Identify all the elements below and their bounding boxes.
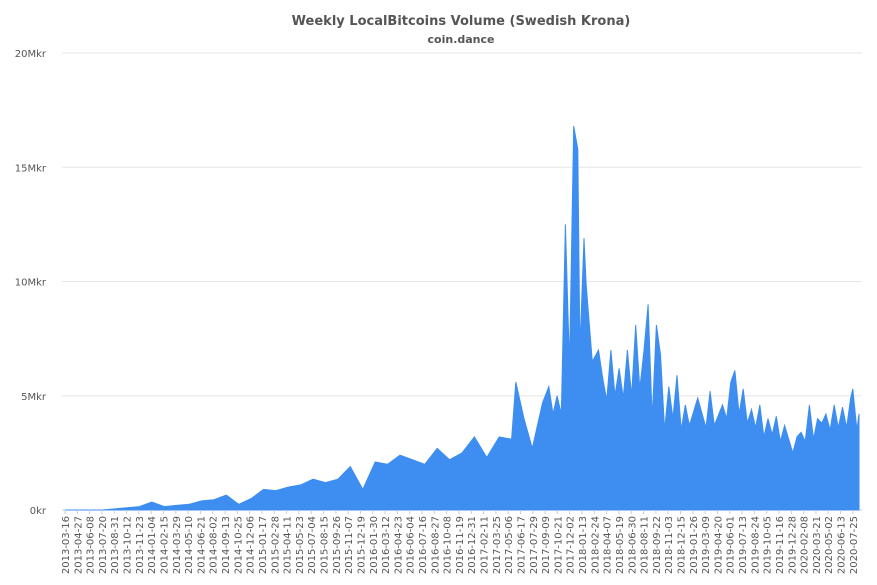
x-tick-label: 2015-11-07 [344, 516, 355, 574]
x-tick-label: 2013-08-31 [110, 516, 121, 574]
x-tick-label: 2014-01-04 [147, 516, 158, 574]
x-tick-label: 2017-09-09 [541, 516, 552, 574]
y-tick-label: 5Mkr [21, 392, 47, 403]
y-tick-label: 15Mkr [15, 163, 47, 174]
x-tick-label: 2013-10-12 [123, 516, 134, 574]
x-tick-label: 2016-07-16 [418, 516, 429, 574]
x-tick-label: 2016-12-31 [467, 516, 478, 574]
x-tick-label: 2019-04-20 [713, 516, 724, 574]
x-tick-label: 2017-03-25 [492, 516, 503, 574]
x-tick-label: 2018-12-15 [677, 516, 688, 574]
x-tick-label: 2018-06-30 [627, 516, 638, 574]
x-tick-label: 2016-01-30 [369, 516, 380, 574]
x-tick-label: 2019-06-01 [726, 516, 737, 574]
x-tick-label: 2016-03-12 [381, 516, 392, 574]
x-tick-label: 2019-01-26 [689, 516, 700, 574]
x-tick-label: 2014-12-06 [246, 516, 257, 574]
x-tick-label: 2020-07-25 [849, 516, 860, 574]
y-tick-label: 10Mkr [15, 278, 47, 289]
x-tick-label: 2017-10-21 [553, 516, 564, 574]
x-tick-label: 2018-08-11 [640, 516, 651, 574]
x-tick-label: 2018-02-24 [590, 516, 601, 574]
x-tick-label: 2013-03-16 [61, 516, 72, 574]
x-tick-label: 2014-10-25 [233, 516, 244, 574]
x-tick-label: 2017-06-17 [517, 516, 528, 574]
chart-subtitle: coin.dance [427, 33, 495, 46]
x-tick-label: 2020-06-13 [837, 516, 848, 574]
x-tick-label: 2014-06-21 [196, 516, 207, 574]
x-tick-label: 2013-06-08 [86, 516, 97, 574]
x-tick-label: 2020-05-02 [824, 516, 835, 574]
x-tick-label: 2015-05-23 [295, 516, 306, 574]
y-tick-label: 20Mkr [15, 49, 47, 60]
x-tick-label: 2016-04-23 [393, 516, 404, 574]
x-tick-label: 2017-07-29 [529, 516, 540, 574]
x-tick-label: 2016-11-19 [455, 516, 466, 574]
x-tick-label: 2015-12-19 [356, 516, 367, 574]
x-tick-label: 2018-04-07 [603, 516, 614, 574]
volume-area-series [65, 126, 860, 511]
x-tick-label: 2017-12-02 [566, 516, 577, 574]
x-tick-label: 2015-09-26 [332, 516, 343, 574]
x-tick-label: 2015-07-04 [307, 516, 318, 574]
x-tick-label: 2019-11-16 [775, 516, 786, 574]
x-tick-label: 2014-02-15 [160, 516, 171, 574]
x-tick-label: 2019-07-13 [738, 516, 749, 574]
x-tick-label: 2015-04-11 [283, 516, 294, 574]
x-tick-label: 2019-08-24 [750, 516, 761, 574]
x-tick-label: 2018-11-03 [664, 516, 675, 574]
x-tick-label: 2020-02-08 [800, 516, 811, 574]
x-tick-label: 2013-11-23 [135, 516, 146, 574]
x-tick-label: 2019-10-05 [763, 516, 774, 574]
x-tick-label: 2014-08-02 [209, 516, 220, 574]
chart-title: Weekly LocalBitcoins Volume (Swedish Kro… [291, 14, 631, 29]
x-tick-label: 2018-01-13 [578, 516, 589, 574]
y-tick-label: 0kr [30, 506, 47, 517]
x-tick-label: 2016-10-08 [443, 516, 454, 574]
x-tick-label: 2013-04-27 [73, 516, 84, 574]
x-tick-label: 2017-05-06 [504, 516, 515, 574]
x-tick-label: 2014-05-10 [184, 516, 195, 574]
x-tick-label: 2017-02-11 [480, 516, 491, 574]
x-tick-label: 2019-12-28 [787, 516, 798, 574]
x-tick-label: 2018-09-22 [652, 516, 663, 574]
x-tick-label: 2020-03-21 [812, 516, 823, 574]
x-tick-label: 2013-07-20 [98, 516, 109, 574]
x-tick-label: 2015-08-15 [320, 516, 331, 574]
x-tick-label: 2019-03-09 [701, 516, 712, 574]
x-tick-label: 2016-06-04 [406, 516, 417, 574]
x-tick-label: 2015-02-28 [270, 516, 281, 574]
x-tick-label: 2014-03-29 [172, 516, 183, 574]
x-tick-label: 2015-01-17 [258, 516, 269, 574]
x-tick-label: 2016-08-27 [430, 516, 441, 574]
x-tick-label: 2014-09-13 [221, 516, 232, 574]
x-tick-label: 2018-05-19 [615, 516, 626, 574]
